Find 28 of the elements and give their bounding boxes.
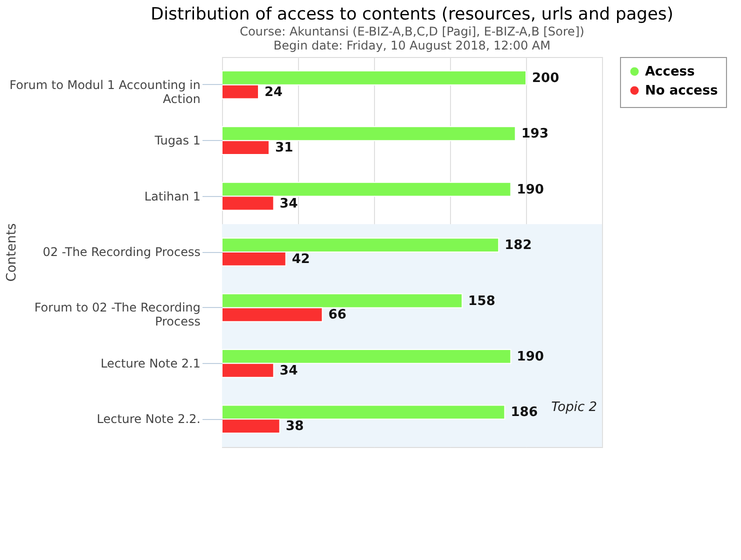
- data-label: 190: [516, 349, 544, 364]
- data-label: 24: [264, 84, 283, 100]
- data-label: 34: [280, 196, 298, 212]
- data-label: 186: [510, 405, 538, 420]
- data-label: 193: [521, 126, 548, 142]
- band-label: Topic 2: [551, 400, 597, 416]
- data-label: 38: [286, 419, 304, 434]
- y-tick-label: Forum to 02 -The Recording Process: [34, 300, 200, 329]
- y-tick-label: Tugas 1: [154, 134, 200, 148]
- chart-title: Distribution of access to contents (resources, urls and pages): [150, 4, 674, 24]
- data-label: 190: [516, 182, 544, 198]
- data-label: 42: [292, 252, 310, 267]
- y-tick-label: 02 -The Recording Process: [42, 245, 200, 259]
- data-label: 34: [280, 363, 298, 378]
- data-label: 158: [468, 294, 496, 309]
- y-tick-label: Lecture Note 2.1: [100, 356, 200, 370]
- y-tick-label: Latihan 1: [144, 189, 200, 204]
- data-label: 182: [504, 238, 532, 254]
- y-tick-label: Lecture Note 2.2.: [96, 412, 200, 426]
- y-axis-title: Contents: [4, 223, 20, 282]
- data-label: 31: [275, 140, 294, 156]
- legend-label: No access: [645, 84, 718, 98]
- data-label: 66: [328, 308, 346, 323]
- y-tick-label: Forum to Modul 1 Accounting in Action: [10, 78, 200, 106]
- data-label: 200: [532, 70, 560, 86]
- text: Course: Akuntansi (E-BIZ-A,B,C,D [Pagi], E-BIZ-A,B [Sore]): [240, 24, 584, 38]
- text: Begin date: Friday, 10 August 2018, 12:00 AM: [274, 38, 550, 52]
- legend-label: Access: [645, 64, 696, 80]
